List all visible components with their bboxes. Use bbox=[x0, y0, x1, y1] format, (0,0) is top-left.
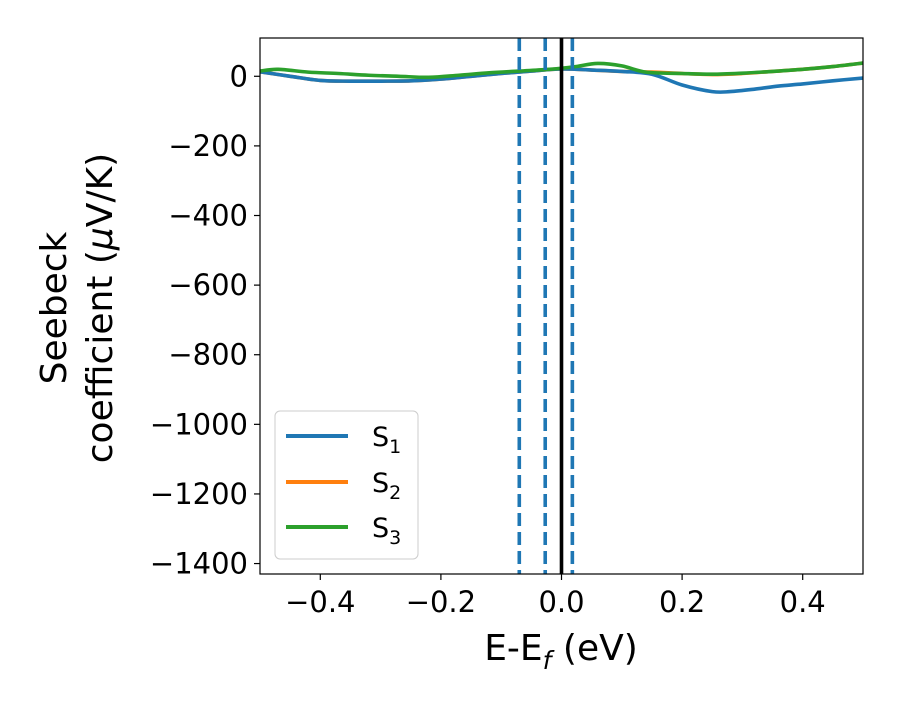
x-tick-label: 0.0 bbox=[538, 585, 584, 619]
y-tick-label: −1200 bbox=[150, 477, 248, 511]
legend: S1 S2 S3 bbox=[274, 410, 419, 560]
legend-label-s1: S1 bbox=[372, 422, 401, 458]
x-axis-label-main: E-E bbox=[484, 628, 542, 669]
y-tick-label: −1000 bbox=[150, 407, 248, 441]
legend-label-s3: S3 bbox=[372, 513, 401, 549]
y-axis-ticks: 0 −200 −400 −600 −800 −1000 −1200 −1400 bbox=[150, 59, 260, 581]
y-tick-label: −800 bbox=[168, 338, 248, 372]
x-tick-label: −0.4 bbox=[285, 585, 355, 619]
y-axis-label: Seebeck coefficient (μV/K) bbox=[34, 153, 121, 463]
vertical-lines bbox=[517, 38, 575, 574]
x-tick-label: −0.2 bbox=[406, 585, 476, 619]
y-tick-label: −600 bbox=[168, 268, 248, 302]
legend-box bbox=[274, 410, 419, 560]
y-axis-label-suffix: V/K) bbox=[80, 153, 121, 227]
y-tick-label: 0 bbox=[230, 59, 248, 93]
x-axis-label: E-Ef (eV) bbox=[484, 628, 638, 675]
y-axis-label-line1: Seebeck bbox=[34, 231, 75, 384]
x-tick-label: 0.4 bbox=[780, 585, 826, 619]
x-axis-label-tail: (eV) bbox=[551, 628, 637, 669]
y-axis-label-prefix: coefficient ( bbox=[80, 250, 121, 463]
y-tick-label: −1400 bbox=[150, 547, 248, 581]
y-axis-label-mu: μ bbox=[80, 227, 121, 251]
y-axis-label-line2: coefficient (μV/K) bbox=[80, 153, 121, 463]
x-tick-label: 0.2 bbox=[659, 585, 705, 619]
x-axis-ticks: −0.4 −0.2 0.0 0.2 0.4 bbox=[285, 574, 826, 619]
y-tick-label: −400 bbox=[168, 199, 248, 233]
legend-label-s2: S2 bbox=[372, 468, 401, 504]
y-tick-label: −200 bbox=[168, 129, 248, 163]
series-line-s1 bbox=[260, 67, 863, 94]
